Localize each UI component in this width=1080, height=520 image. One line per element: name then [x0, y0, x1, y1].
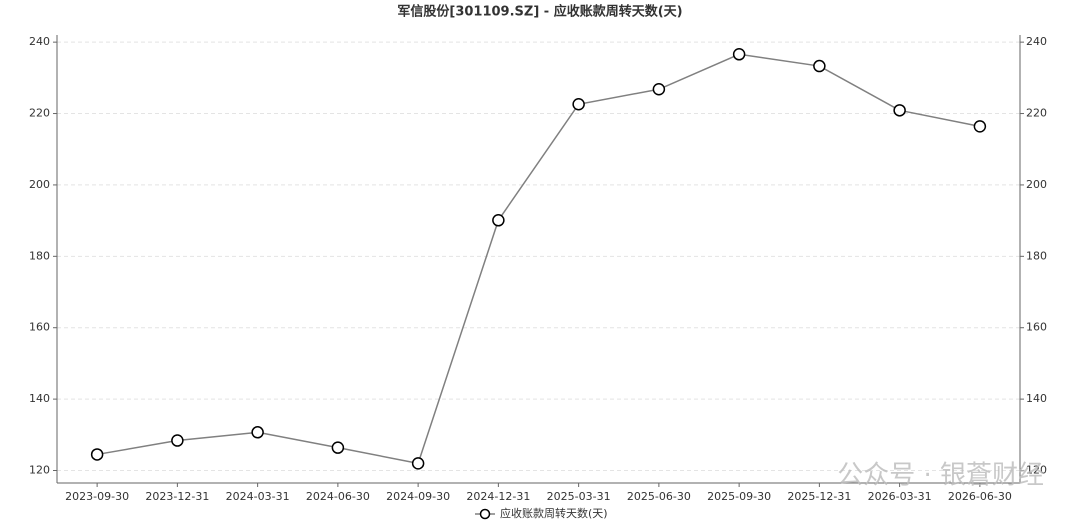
y-tick-label: 180: [29, 249, 50, 262]
y-tick-label: 200: [29, 178, 50, 191]
data-point: [652, 83, 666, 96]
y2-tick-label: 220: [1026, 107, 1047, 120]
y-tick-label: 220: [29, 107, 50, 120]
data-point: [572, 98, 585, 111]
y2-tick-label: 180: [1026, 249, 1047, 262]
data-point: [732, 48, 746, 61]
y2-tick-label: 140: [1026, 392, 1047, 405]
y2-tick-label: 200: [1026, 178, 1047, 191]
x-tick-label: 2023-12-31: [145, 490, 209, 503]
x-tick-label: 2024-03-31: [226, 490, 290, 503]
chart-title: 军信股份[301109.SZ] - 应收账款周转天数(天): [397, 4, 682, 20]
watermark: 公众号 · 银蒼财经: [837, 461, 1044, 491]
x-tick-label: 2025-03-31: [547, 490, 611, 503]
y2-tick-label: 160: [1026, 321, 1047, 334]
legend-marker: [479, 508, 491, 520]
x-tick-label: 2025-09-30: [707, 490, 771, 503]
x-tick-label: 2024-06-30: [306, 490, 370, 503]
y2-tick-label: 240: [1026, 35, 1047, 48]
data-point: [171, 434, 184, 447]
y2-tick-label: 120: [1026, 464, 1047, 477]
data-point: [813, 59, 826, 73]
legend-label: 应收账款周转天数(天): [500, 506, 608, 520]
y-tick-label: 160: [29, 321, 50, 334]
y-tick-label: 240: [29, 35, 50, 48]
series-line: [96, 53, 981, 465]
x-tick-label: 2025-12-31: [787, 490, 851, 503]
data-point: [251, 426, 264, 439]
data-point: [90, 448, 104, 461]
x-tick-label: 2024-12-31: [466, 490, 530, 503]
data-point: [492, 214, 505, 227]
x-tick-label: 2026-03-31: [868, 490, 932, 503]
y-tick-label: 120: [29, 464, 50, 477]
data-point: [411, 457, 425, 470]
x-tick-label: 2026-06-30: [948, 490, 1012, 503]
x-tick-label: 2025-06-30: [627, 490, 691, 503]
x-tick-label: 2023-09-30: [65, 490, 129, 503]
data-point: [893, 104, 906, 117]
data-point: [331, 441, 345, 454]
y-tick-label: 140: [29, 392, 50, 405]
x-tick-label: 2024-09-30: [386, 490, 450, 503]
data-point: [973, 120, 987, 133]
